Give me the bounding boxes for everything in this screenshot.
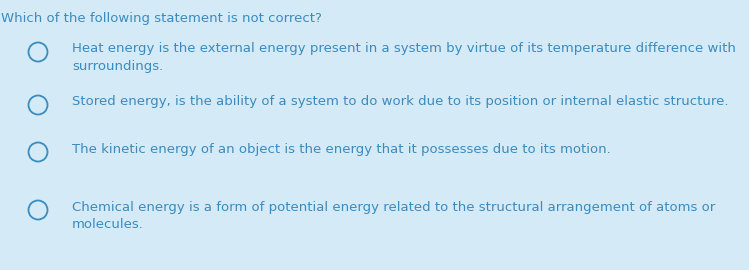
Text: Heat energy is the external energy present in a system by virtue of its temperat: Heat energy is the external energy prese…: [72, 42, 736, 73]
Text: Stored energy, is the ability of a system to do work due to its position or inte: Stored energy, is the ability of a syste…: [72, 96, 729, 109]
Text: Which of the following statement is not correct?: Which of the following statement is not …: [1, 12, 322, 25]
Text: The kinetic energy of an object is the energy that it possesses due to its motio: The kinetic energy of an object is the e…: [72, 143, 610, 156]
Text: Chemical energy is a form of potential energy related to the structural arrangem: Chemical energy is a form of potential e…: [72, 201, 715, 231]
